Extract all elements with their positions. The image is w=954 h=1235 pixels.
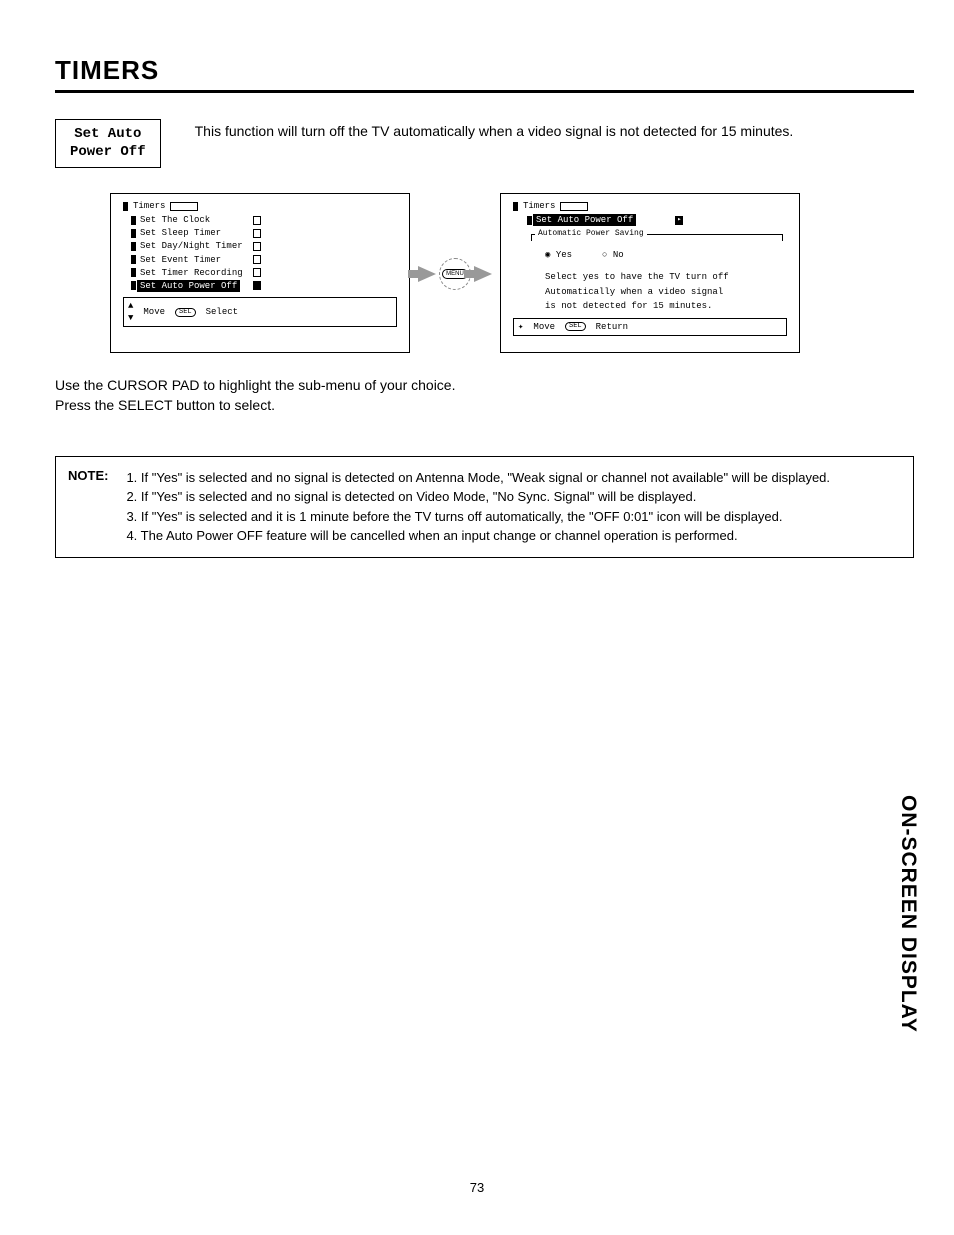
fieldset: Automatic Power Saving ◉ Yes ○ No Select…: [531, 234, 783, 312]
sub-menu-label: Set Auto Power Off: [533, 214, 636, 226]
header-end-icon: [170, 202, 198, 211]
nav-bar: ✦ Move SEL Return: [513, 318, 787, 336]
side-tab: ON-SCREEN DISPLAY: [896, 795, 920, 1033]
menu-header: Timers: [117, 200, 403, 212]
item-end-icon: [253, 255, 261, 264]
instruction-line: Press the SELECT button to select.: [55, 395, 914, 415]
arrow-right-icon: [474, 266, 492, 282]
nav-bar: ▲▼ Move SEL Select: [123, 297, 397, 327]
menu-item-label: Set Auto Power Off: [137, 280, 240, 292]
screens-row: Timers Set The Clock Set Sleep Timer Set…: [110, 193, 914, 353]
section-box: Set Auto Power Off: [55, 119, 161, 168]
arrow-right-icon: [418, 266, 436, 282]
radio-row: ◉ Yes ○ No: [545, 249, 783, 261]
sel-badge-icon: SEL: [175, 308, 196, 317]
radio-no: ○ No: [602, 249, 624, 261]
sub-menu-header: Set Auto Power Off: [527, 214, 787, 226]
instructions: Use the CURSOR PAD to highlight the sub-…: [55, 375, 914, 416]
menu-item-label: Set The Clock: [137, 214, 213, 226]
note-label: NOTE:: [68, 467, 108, 547]
sel-badge-icon: SEL: [565, 322, 586, 331]
item-marker-icon: [131, 242, 136, 251]
note-line: 4. The Auto Power OFF feature will be ca…: [126, 527, 830, 545]
note-line: 2. If "Yes" is selected and no signal is…: [126, 488, 830, 506]
note-body: 1. If "Yes" is selected and no signal is…: [126, 467, 830, 547]
item-end-icon: [253, 229, 261, 238]
item-end-icon: [253, 281, 261, 290]
header-marker-icon: [513, 202, 518, 211]
item-marker-icon: [131, 216, 136, 225]
menu-item: Set Day/Night Timer: [131, 240, 403, 252]
note-box: NOTE: 1. If "Yes" is selected and no sig…: [55, 456, 914, 558]
note-line: 1. If "Yes" is selected and no signal is…: [126, 469, 830, 487]
intro-row: Set Auto Power Off This function will tu…: [55, 119, 914, 168]
menu-item-highlighted: Set Auto Power Off: [131, 280, 403, 292]
item-marker-icon: [527, 216, 532, 225]
menu-item: Set Event Timer: [131, 254, 403, 266]
radio-yes: ◉ Yes: [545, 249, 572, 261]
item-marker-icon: [131, 255, 136, 264]
fieldset-legend: Automatic Power Saving: [535, 229, 647, 240]
page-number: 73: [0, 1180, 954, 1195]
header-marker-icon: [123, 202, 128, 211]
help-line: is not detected for 15 minutes.: [545, 300, 783, 312]
menu-item-label: Set Timer Recording: [137, 267, 246, 279]
menu-item: Set Sleep Timer: [131, 227, 403, 239]
menu-header-text: Timers: [519, 200, 559, 212]
item-marker-icon: [131, 268, 136, 277]
arrow-transition: MENU: [418, 193, 492, 290]
page-title: TIMERS: [55, 55, 914, 86]
radio-empty-icon: ○: [602, 250, 613, 260]
help-line: Automatically when a video signal: [545, 286, 783, 298]
instruction-line: Use the CURSOR PAD to highlight the sub-…: [55, 375, 914, 395]
sub-end-icon: [675, 216, 683, 225]
radio-filled-icon: ◉: [545, 250, 556, 260]
menu-item-label: Set Event Timer: [137, 254, 224, 266]
title-rule: [55, 90, 914, 93]
intro-text: This function will turn off the TV autom…: [195, 119, 794, 139]
menu-header-text: Timers: [129, 200, 169, 212]
radio-no-label: No: [613, 250, 624, 260]
nav-move-label: Move: [143, 306, 165, 318]
menu-item: Set The Clock: [131, 214, 403, 226]
nav-select-label: Select: [206, 306, 238, 318]
menu-header: Timers: [507, 200, 793, 212]
item-marker-icon: [131, 281, 136, 290]
screen-panel-timers-menu: Timers Set The Clock Set Sleep Timer Set…: [110, 193, 410, 353]
item-end-icon: [253, 268, 261, 277]
menu-item-label: Set Day/Night Timer: [137, 240, 246, 252]
screen-panel-auto-power-off: Timers Set Auto Power Off Automatic Powe…: [500, 193, 800, 353]
note-line: 3. If "Yes" is selected and it is 1 minu…: [126, 508, 830, 526]
header-end-icon: [560, 202, 588, 211]
nav-move-label: Move: [533, 321, 555, 333]
menu-item: Set Timer Recording: [131, 267, 403, 279]
help-line: Select yes to have the TV turn off: [545, 271, 783, 283]
help-text: Select yes to have the TV turn off Autom…: [545, 271, 783, 311]
updown-arrows-icon: ▲▼: [128, 300, 133, 324]
item-marker-icon: [131, 229, 136, 238]
nav-return-label: Return: [596, 321, 628, 333]
menu-item-label: Set Sleep Timer: [137, 227, 224, 239]
diamond-arrows-icon: ✦: [518, 321, 523, 333]
radio-yes-label: Yes: [556, 250, 572, 260]
item-end-icon: [253, 242, 261, 251]
item-end-icon: [253, 216, 261, 225]
